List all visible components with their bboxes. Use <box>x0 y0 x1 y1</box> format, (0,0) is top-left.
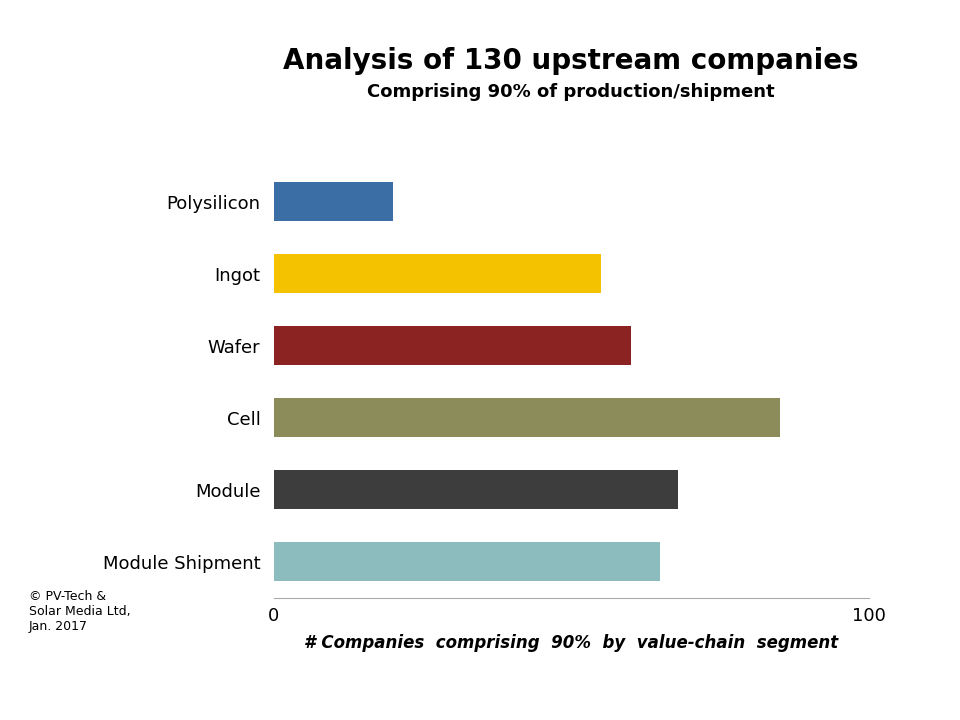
Text: Comprising 90% of production/shipment: Comprising 90% of production/shipment <box>368 83 775 101</box>
X-axis label: # Companies  comprising  90%  by  value-chain  segment: # Companies comprising 90% by value-chai… <box>304 634 838 652</box>
Bar <box>274 181 393 222</box>
Bar <box>274 253 601 294</box>
Bar <box>274 470 679 510</box>
Bar <box>274 541 660 582</box>
Bar <box>274 397 780 437</box>
Text: Analysis of 130 upstream companies: Analysis of 130 upstream companies <box>283 47 859 75</box>
Bar <box>274 325 631 365</box>
Text: © PV-Tech &
Solar Media Ltd,
Jan. 2017: © PV-Tech & Solar Media Ltd, Jan. 2017 <box>29 590 131 634</box>
